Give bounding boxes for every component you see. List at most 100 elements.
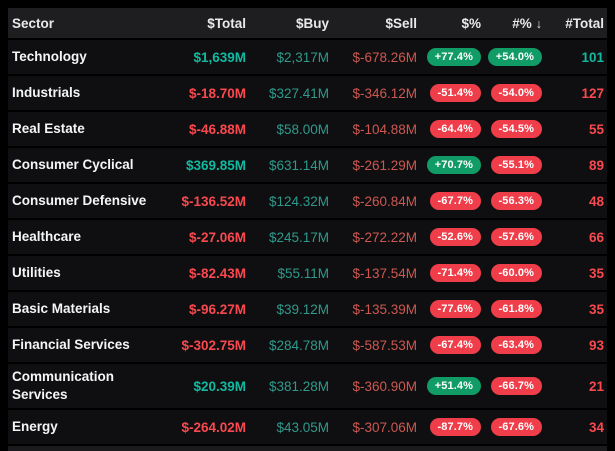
count-total-value: 48 bbox=[588, 193, 604, 209]
count-pct-cell: -67.6% bbox=[481, 418, 542, 437]
table-row[interactable]: Real Estate $-46.88M $58.00M $-104.88M -… bbox=[8, 112, 607, 146]
count-pct-cell: -54.5% bbox=[481, 120, 542, 138]
count-total-value: 34 bbox=[588, 419, 604, 435]
count-pct-cell: -55.1% bbox=[481, 156, 542, 174]
dollar-sell-value: $-307.06M bbox=[352, 419, 417, 435]
dollar-pct-cell: +51.4% bbox=[417, 377, 481, 396]
dollar-pct-cell: -67.4% bbox=[417, 336, 481, 354]
dollar-total-value: $-27.06M bbox=[188, 229, 246, 245]
column-header-dollar-total[interactable]: $Total bbox=[207, 15, 246, 31]
count-pct-cell: -56.3% bbox=[481, 192, 542, 210]
sector-name: Industrials bbox=[12, 84, 81, 100]
count-pct-cell: -61.8% bbox=[481, 300, 542, 318]
sector-name: Communication Services bbox=[12, 369, 115, 403]
dollar-buy-value: $43.05M bbox=[276, 419, 329, 435]
dollar-sell-value: $-346.12M bbox=[352, 85, 417, 101]
dollar-buy-value: $58.00M bbox=[276, 121, 329, 137]
count-pct-badge: -66.7% bbox=[490, 377, 542, 396]
column-header-dollar-pct[interactable]: $% bbox=[461, 15, 481, 31]
table-row[interactable]: Financial Services $-302.75M $284.78M $-… bbox=[8, 328, 607, 362]
dollar-sell-value: $-587.53M bbox=[352, 337, 417, 353]
dollar-pct-cell: -67.7% bbox=[417, 192, 481, 210]
dollar-pct-badge: -52.6% bbox=[429, 228, 481, 246]
table-row[interactable]: Healthcare $-27.06M $245.17M $-272.22M -… bbox=[8, 220, 607, 254]
dollar-pct-cell: -64.4% bbox=[417, 120, 481, 138]
table-row[interactable]: Industrials $-18.70M $327.41M $-346.12M … bbox=[8, 76, 607, 110]
dollar-pct-cell: -87.7% bbox=[417, 418, 481, 437]
dollar-pct-badge: -71.4% bbox=[429, 264, 481, 282]
dollar-pct-badge: -64.4% bbox=[429, 120, 481, 138]
dollar-pct-badge: -87.7% bbox=[429, 418, 481, 437]
column-header-count-total[interactable]: #Total bbox=[565, 15, 604, 31]
dollar-pct-badge: +51.4% bbox=[426, 377, 481, 396]
table-row[interactable]: Technology $1,639M $2,317M $-678.26M +77… bbox=[8, 40, 607, 74]
count-pct-cell: -63.4% bbox=[481, 336, 542, 354]
count-pct-cell: +54.0% bbox=[481, 48, 542, 66]
sort-descending-icon: ↓ bbox=[535, 16, 542, 31]
dollar-sell-value: $-272.22M bbox=[352, 229, 417, 245]
count-pct-badge: -60.0% bbox=[490, 264, 542, 282]
count-pct-cell: -57.6% bbox=[481, 228, 542, 246]
dollar-total-value: $-18.70M bbox=[188, 85, 246, 101]
count-total-value: 89 bbox=[588, 157, 604, 173]
dollar-pct-cell: -52.6% bbox=[417, 228, 481, 246]
dollar-pct-badge: +77.4% bbox=[426, 48, 481, 66]
count-total-value: 66 bbox=[588, 229, 604, 245]
count-total-value: 127 bbox=[581, 85, 604, 101]
sector-name: Financial Services bbox=[12, 336, 130, 352]
table-row[interactable]: Basic Materials $-96.27M $39.12M $-135.3… bbox=[8, 292, 607, 326]
dollar-total-value: $-96.27M bbox=[188, 301, 246, 317]
dollar-total-value: $1,639M bbox=[193, 49, 246, 65]
sector-name: Consumer Cyclical bbox=[12, 156, 134, 172]
count-total-value: 21 bbox=[588, 378, 604, 394]
dollar-buy-value: $327.41M bbox=[268, 85, 329, 101]
sector-name: Technology bbox=[12, 48, 87, 64]
count-pct-cell: -60.0% bbox=[481, 264, 542, 282]
dollar-pct-cell: +70.7% bbox=[417, 156, 481, 174]
count-pct-badge: -57.6% bbox=[490, 228, 542, 246]
count-pct-cell: -66.7% bbox=[481, 377, 542, 396]
dollar-total-value: $-136.52M bbox=[181, 193, 246, 209]
dollar-sell-value: $-260.84M bbox=[352, 193, 417, 209]
dollar-pct-badge: -67.4% bbox=[429, 336, 481, 354]
count-pct-badge: -55.1% bbox=[490, 156, 542, 174]
dollar-pct-cell: -51.4% bbox=[417, 84, 481, 102]
table-header-row: Sector $Total $Buy $Sell $% #% ↓ #Total bbox=[8, 8, 607, 38]
column-header-count-pct[interactable]: #% ↓ bbox=[512, 15, 542, 31]
count-pct-badge: +54.0% bbox=[487, 48, 542, 66]
table-row[interactable]: Utilities $-82.43M $55.11M $-137.54M -71… bbox=[8, 256, 607, 290]
column-header-dollar-buy[interactable]: $Buy bbox=[295, 15, 329, 31]
dollar-buy-value: $2,317M bbox=[276, 49, 329, 65]
dollar-buy-value: $124.32M bbox=[268, 193, 329, 209]
count-pct-badge: -67.6% bbox=[490, 418, 542, 437]
dollar-pct-badge: -51.4% bbox=[429, 84, 481, 102]
count-pct-badge: -61.8% bbox=[490, 300, 542, 318]
sector-name: Healthcare bbox=[12, 228, 82, 244]
dollar-pct-badge: -67.7% bbox=[429, 192, 481, 210]
table-row[interactable]: Consumer Cyclical $369.85M $631.14M $-26… bbox=[8, 148, 607, 182]
sector-screener-table: Sector $Total $Buy $Sell $% #% ↓ #Total T… bbox=[8, 8, 607, 445]
dollar-sell-value: $-360.90M bbox=[352, 378, 417, 394]
dollar-total-value: $-46.88M bbox=[188, 121, 246, 137]
dollar-sell-value: $-135.39M bbox=[352, 301, 417, 317]
count-total-value: 93 bbox=[588, 337, 604, 353]
column-header-sector[interactable]: Sector bbox=[12, 15, 55, 31]
table-row[interactable]: Energy $-264.02M $43.05M $-307.06M -87.7… bbox=[8, 410, 607, 445]
count-pct-badge: -56.3% bbox=[490, 192, 542, 210]
count-total-value: 35 bbox=[588, 301, 604, 317]
dollar-sell-value: $-678.26M bbox=[352, 49, 417, 65]
column-header-dollar-sell[interactable]: $Sell bbox=[385, 15, 417, 31]
count-pct-badge: -54.0% bbox=[490, 84, 542, 102]
count-pct-cell: -54.0% bbox=[481, 84, 542, 102]
count-total-value: 101 bbox=[581, 49, 604, 65]
dollar-buy-value: $39.12M bbox=[276, 301, 329, 317]
table-body: Technology $1,639M $2,317M $-678.26M +77… bbox=[8, 40, 607, 445]
dollar-buy-value: $284.78M bbox=[268, 337, 329, 353]
sector-name: Utilities bbox=[12, 264, 61, 280]
dollar-buy-value: $631.14M bbox=[268, 157, 329, 173]
table-row[interactable]: Consumer Defensive $-136.52M $124.32M $-… bbox=[8, 184, 607, 218]
table-row[interactable]: Communication Services $20.39M $381.28M … bbox=[8, 364, 607, 409]
count-total-value: 35 bbox=[588, 265, 604, 281]
sector-name: Basic Materials bbox=[12, 300, 111, 316]
dollar-pct-badge: +70.7% bbox=[426, 156, 481, 174]
